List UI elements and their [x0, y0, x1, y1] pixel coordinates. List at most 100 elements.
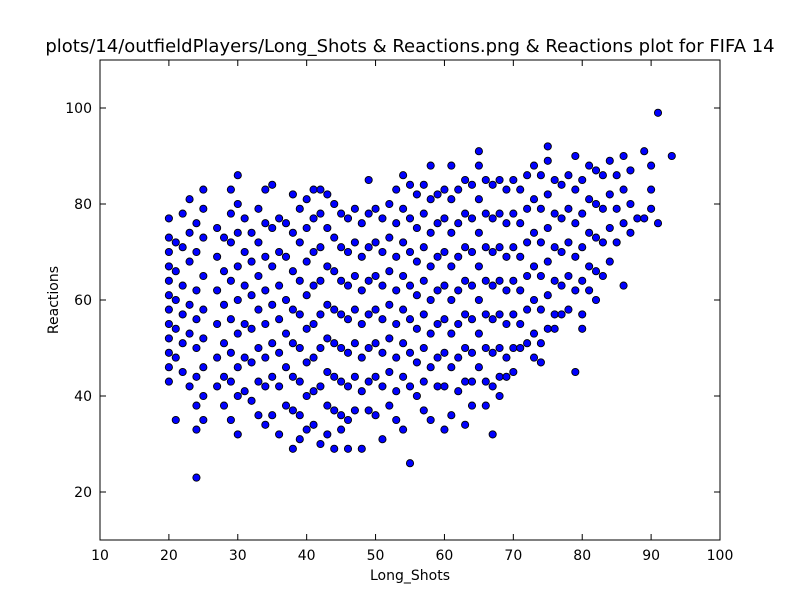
- data-point: [171, 267, 180, 276]
- data-point: [412, 223, 421, 233]
- data-point: [350, 339, 359, 348]
- data-point: [213, 382, 222, 391]
- data-point: [240, 319, 249, 329]
- data-point: [653, 219, 663, 228]
- data-point: [461, 276, 470, 285]
- data-point: [254, 271, 263, 281]
- data-point: [371, 372, 380, 381]
- data-point: [399, 238, 408, 247]
- data-point: [578, 209, 587, 218]
- data-point: [605, 257, 614, 266]
- x-tick-label: 80: [573, 548, 591, 564]
- data-point: [295, 238, 304, 247]
- data-point: [405, 315, 415, 324]
- data-point: [529, 353, 539, 362]
- data-point: [454, 185, 463, 194]
- data-point: [371, 238, 380, 247]
- data-point: [578, 324, 587, 333]
- data-point: [543, 156, 552, 165]
- data-point: [454, 252, 463, 261]
- data-point: [337, 209, 346, 218]
- data-point: [543, 324, 552, 333]
- data-point: [529, 228, 539, 237]
- data-point: [392, 353, 401, 362]
- data-point: [502, 252, 511, 261]
- data-point: [495, 310, 504, 319]
- data-point: [612, 171, 621, 180]
- x-tick-label: 70: [504, 548, 522, 564]
- data-point: [233, 295, 242, 305]
- data-point: [247, 257, 256, 266]
- data-point: [392, 252, 401, 261]
- data-point: [481, 175, 490, 185]
- data-point: [529, 161, 539, 170]
- data-point: [226, 415, 235, 425]
- data-point: [447, 363, 456, 372]
- data-point: [302, 358, 311, 367]
- data-point: [495, 276, 504, 285]
- data-point: [288, 190, 297, 199]
- data-point: [543, 223, 552, 233]
- x-tick-label: 90: [642, 548, 660, 564]
- data-point: [261, 252, 270, 261]
- data-point: [461, 310, 470, 319]
- data-point: [619, 281, 628, 290]
- data-point: [626, 199, 635, 209]
- data-point: [199, 305, 208, 314]
- data-point: [281, 295, 291, 305]
- data-point: [598, 271, 607, 281]
- data-point: [254, 204, 263, 213]
- y-tick-label: 60: [74, 293, 92, 309]
- data-point: [171, 324, 180, 333]
- data-point: [357, 319, 366, 329]
- data-point: [536, 238, 545, 247]
- data-point: [523, 238, 532, 247]
- data-point: [509, 175, 518, 185]
- data-point: [419, 276, 428, 285]
- data-point: [247, 291, 256, 300]
- data-point: [178, 243, 187, 252]
- data-point: [378, 382, 387, 391]
- data-point: [481, 276, 490, 285]
- data-point: [357, 252, 366, 261]
- data-point: [412, 324, 421, 333]
- data-point: [440, 425, 449, 434]
- data-point: [247, 358, 256, 367]
- data-point: [254, 411, 263, 420]
- data-point: [516, 343, 525, 353]
- data-point: [399, 372, 408, 381]
- data-point: [474, 295, 483, 305]
- data-point: [412, 291, 421, 300]
- data-point: [605, 156, 614, 165]
- data-point: [412, 358, 421, 367]
- data-point: [536, 204, 545, 213]
- data-point: [295, 343, 304, 353]
- x-tick-label: 40: [298, 548, 316, 564]
- data-point: [619, 219, 628, 228]
- data-point: [309, 281, 318, 290]
- data-point: [633, 214, 642, 223]
- data-point: [323, 300, 332, 309]
- data-point: [254, 343, 263, 353]
- data-point: [591, 267, 601, 276]
- data-point: [261, 319, 270, 329]
- data-point: [433, 319, 442, 329]
- data-point: [502, 219, 511, 228]
- data-point: [392, 185, 401, 194]
- data-point: [302, 223, 311, 233]
- data-point: [309, 319, 318, 329]
- data-point: [281, 219, 291, 228]
- data-point: [647, 185, 656, 194]
- data-point: [337, 310, 346, 319]
- data-point: [392, 219, 401, 228]
- data-point: [454, 286, 463, 295]
- data-point: [653, 108, 663, 117]
- data-point: [288, 267, 297, 276]
- data-point: [536, 305, 545, 314]
- data-point: [412, 190, 421, 199]
- data-point: [343, 315, 353, 324]
- data-point: [461, 175, 470, 185]
- data-point: [571, 367, 580, 377]
- data-point: [343, 415, 353, 425]
